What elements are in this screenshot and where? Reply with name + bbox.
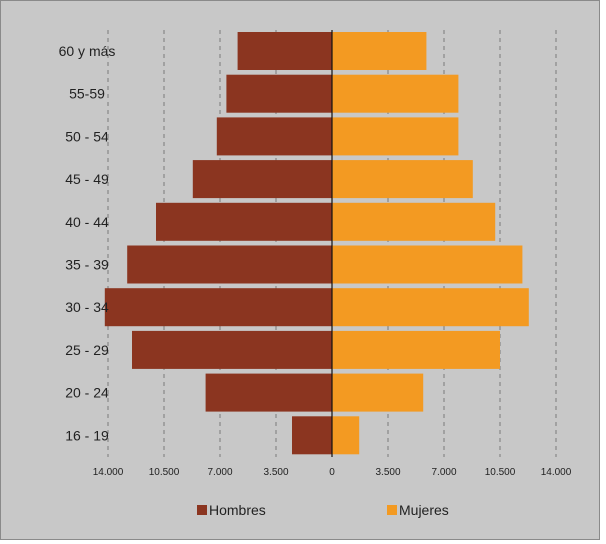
- x-tick-label: 3.500: [263, 467, 288, 478]
- bar-mujeres: [332, 32, 427, 70]
- category-label: 55-59: [69, 86, 105, 102]
- bar-mujeres: [332, 74, 459, 113]
- category-label: 40 - 44: [65, 214, 109, 230]
- bar-mujeres: [332, 160, 473, 199]
- category-label: 50 - 54: [65, 128, 109, 144]
- x-tick-label: 10.500: [485, 467, 516, 478]
- population-pyramid-chart: 60 y más 55-59 50 - 54 45 - 49 40 - 44 35 - 3…: [59, 30, 572, 518]
- category-label: 20 - 24: [65, 385, 109, 401]
- x-tick-label: 10.500: [149, 467, 180, 478]
- category-label: 30 - 34: [65, 299, 109, 315]
- bar-hombres: [205, 373, 332, 412]
- bar-mujeres: [332, 373, 424, 412]
- bar-hombres: [104, 288, 332, 327]
- legend-label-hombres: Hombres: [209, 502, 266, 518]
- bar-hombres: [127, 245, 332, 284]
- bar-mujeres: [332, 202, 496, 241]
- category-label: 35 - 39: [65, 257, 109, 273]
- legend-swatch-hombres: [197, 505, 207, 515]
- bar-hombres: [237, 32, 332, 70]
- bar-hombres: [132, 330, 332, 369]
- bar-hombres: [156, 202, 332, 241]
- category-label: 16 - 19: [65, 427, 109, 443]
- category-label: 45 - 49: [65, 171, 109, 187]
- bar-mujeres: [332, 330, 500, 369]
- legend-swatch-mujeres: [387, 505, 397, 515]
- bar-hombres: [216, 117, 332, 156]
- x-tick-label: 7.000: [431, 467, 456, 478]
- bar-mujeres: [332, 245, 523, 284]
- bar-hombres: [192, 160, 332, 199]
- x-tick-label: 14.000: [93, 467, 124, 478]
- x-tick-label: 14.000: [541, 467, 572, 478]
- x-tick-label: 7.000: [207, 467, 232, 478]
- bar-hombres: [292, 416, 332, 455]
- category-label: 25 - 29: [65, 342, 109, 358]
- bar-mujeres: [332, 416, 360, 455]
- x-tick-label: 0: [329, 467, 335, 478]
- bar-mujeres: [332, 288, 529, 327]
- category-label: 60 y más: [59, 43, 116, 59]
- x-tick-label: 3.500: [375, 467, 400, 478]
- bar-mujeres: [332, 117, 459, 156]
- bar-hombres: [226, 74, 332, 113]
- legend-label-mujeres: Mujeres: [399, 502, 449, 518]
